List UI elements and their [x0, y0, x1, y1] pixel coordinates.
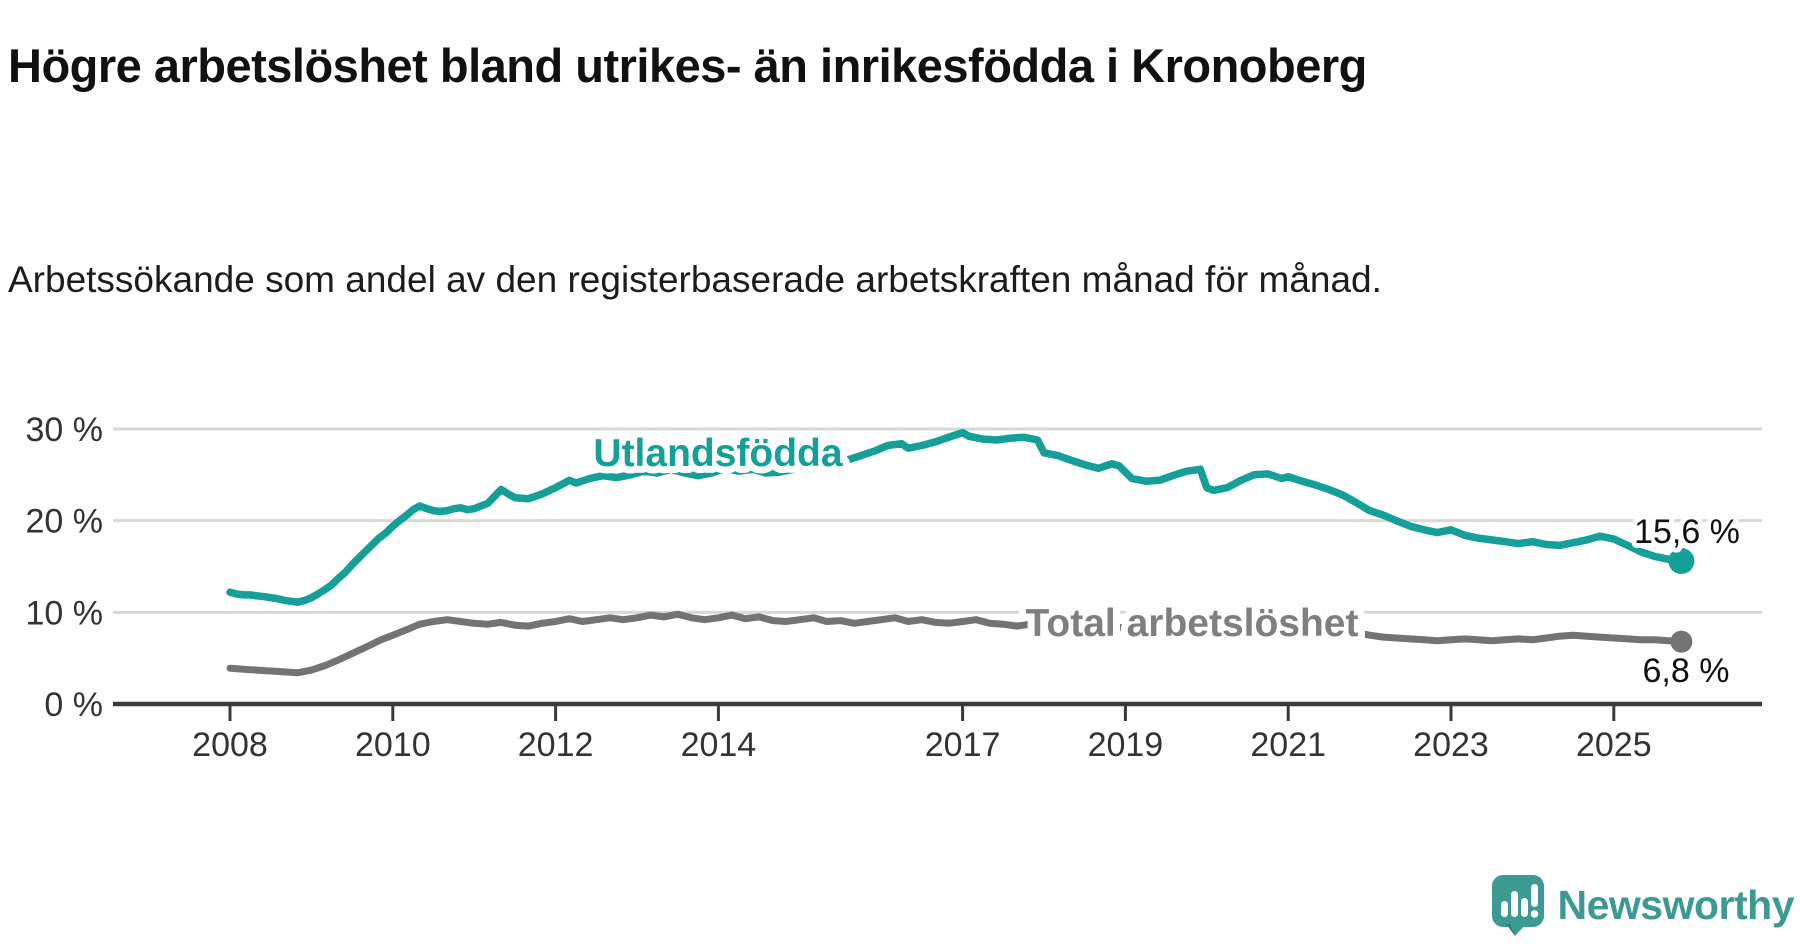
brand-wordmark: Newsworthy: [1557, 881, 1795, 928]
end-value-label-total: 6,8 %: [1643, 652, 1730, 690]
chart-subtitle: Arbetssökande som andel av den registerb…: [8, 259, 1382, 300]
y-tick-label-20: 20 %: [26, 503, 104, 541]
x-tick-label-2008: 2008: [192, 726, 268, 764]
y-tick-label-10: 10 %: [26, 594, 104, 632]
series-label-utlandsfodda: Utlandsfödda: [593, 432, 842, 475]
newsworthy-logo-icon: [1491, 875, 1544, 936]
x-tick-label-2017: 2017: [925, 726, 1001, 764]
series-label-total: Total arbetslöshet: [1025, 602, 1358, 645]
series-line-utlandsfodda: [226, 428, 1686, 606]
x-tick-label-2010: 2010: [355, 726, 431, 764]
end-dot-total: [1670, 630, 1693, 653]
x-tick-label-2014: 2014: [681, 726, 757, 764]
x-tick-label-2021: 2021: [1250, 726, 1326, 764]
page-title: Högre arbetslöshet bland utrikes- än inr…: [8, 39, 1367, 93]
y-tick-label-30: 30 %: [26, 411, 104, 449]
end-value-label-utlandsfodda: 15,6 %: [1634, 513, 1740, 551]
brand-footer: Newsworthy: [1491, 874, 1795, 936]
x-tick-label-2019: 2019: [1088, 726, 1164, 764]
x-tick-label-2012: 2012: [518, 726, 594, 764]
y-tick-label-0: 0 %: [44, 686, 103, 724]
end-dot-utlandsfodda: [1668, 547, 1695, 574]
line-chart: 2008 2010 2012 2014 2017 2019 2021 2023 2025 0 % 1…: [26, 411, 1762, 764]
x-tick-label-2023: 2023: [1413, 726, 1489, 764]
x-tick-label-2025: 2025: [1576, 726, 1652, 764]
series-line-total: [226, 610, 1685, 677]
